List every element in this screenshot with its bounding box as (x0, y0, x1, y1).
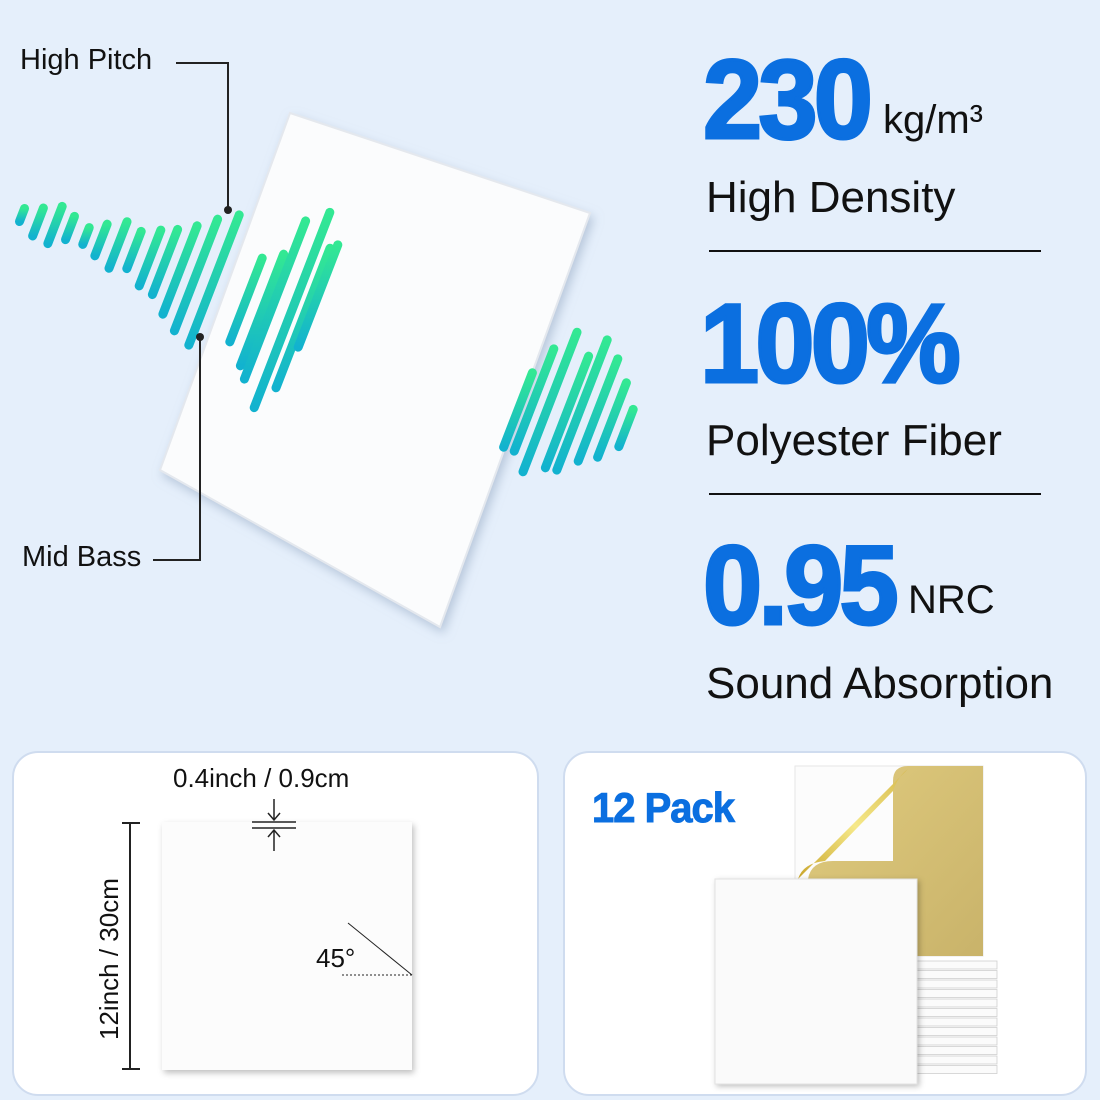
front-panel (714, 878, 918, 1085)
wave-bar (552, 335, 612, 475)
fiber-value: 100% (699, 281, 963, 406)
wave-bar (573, 354, 623, 466)
sound-wave-right (499, 327, 638, 477)
nrc-label: Sound Absorption (706, 659, 1054, 708)
stacked-panel (914, 1055, 998, 1065)
panel-stack (914, 960, 998, 1074)
sound-wave-through-panel (225, 207, 343, 413)
high-pitch-dot (224, 206, 232, 214)
stacked-panel (914, 998, 998, 1008)
wave-bar (225, 253, 267, 347)
panel-front-view (162, 822, 412, 1070)
stacked-panel (914, 1008, 998, 1017)
wave-bar (28, 203, 48, 241)
wave-bar (147, 224, 183, 300)
high-pitch-label: High Pitch (20, 44, 153, 76)
wave-bar (239, 216, 311, 384)
wave-bar (271, 243, 335, 393)
wave-bar (169, 214, 223, 336)
stacked-panel (914, 1027, 998, 1036)
mid-bass-dot (196, 333, 204, 341)
mid-bass-leader (153, 337, 201, 561)
divider (709, 493, 1041, 495)
stacked-panel (914, 1036, 998, 1046)
high-pitch-leader (176, 62, 229, 210)
wave-bar (249, 207, 335, 413)
nrc-value: 0.95 (702, 523, 901, 648)
arrow-up-icon (267, 828, 281, 851)
stacked-panel (914, 1046, 998, 1055)
stacked-panel (914, 960, 998, 970)
stacked-panel (914, 979, 998, 989)
wave-bar (499, 368, 537, 452)
size-label: 12inch / 30cm (94, 878, 124, 1040)
wave-bar (184, 210, 244, 350)
nrc-unit: NRC (908, 578, 995, 622)
density-value: 230 (702, 37, 875, 162)
angle-label: 45° (316, 943, 356, 973)
stacked-panel (914, 989, 998, 998)
wave-bar (61, 211, 79, 245)
wave-bar (14, 203, 30, 227)
pack-illustration (714, 765, 998, 1085)
wave-bar (122, 226, 146, 274)
arrow-down-icon (267, 799, 281, 822)
wave-bar (593, 378, 631, 462)
dimension-marks (122, 799, 413, 1070)
density-label: High Density (706, 173, 956, 222)
wave-bar (78, 223, 94, 249)
fiber-label: Polyester Fiber (706, 416, 1002, 465)
thickness-label: 0.4inch / 0.9cm (173, 763, 350, 793)
density-unit: kg/m³ (883, 98, 983, 142)
sound-wave-illustration (14, 62, 638, 629)
wave-bar (614, 404, 638, 452)
divider (709, 250, 1041, 252)
stacked-panel (914, 1065, 998, 1074)
stacked-panel (914, 970, 998, 979)
acoustic-panel (158, 111, 592, 629)
stacked-panel (914, 1017, 998, 1027)
wave-bar (293, 240, 343, 352)
wave-bar (134, 225, 166, 291)
wave-bar (235, 249, 289, 371)
wave-bar (43, 201, 67, 249)
wave-bar (90, 219, 112, 261)
wave-bar (518, 327, 582, 477)
pack-label: 12 Pack (592, 784, 736, 831)
mid-bass-label: Mid Bass (22, 541, 142, 573)
wave-bar (158, 221, 202, 319)
wave-bar (104, 217, 132, 273)
wave-bar (509, 344, 559, 456)
wave-bar (540, 351, 594, 473)
